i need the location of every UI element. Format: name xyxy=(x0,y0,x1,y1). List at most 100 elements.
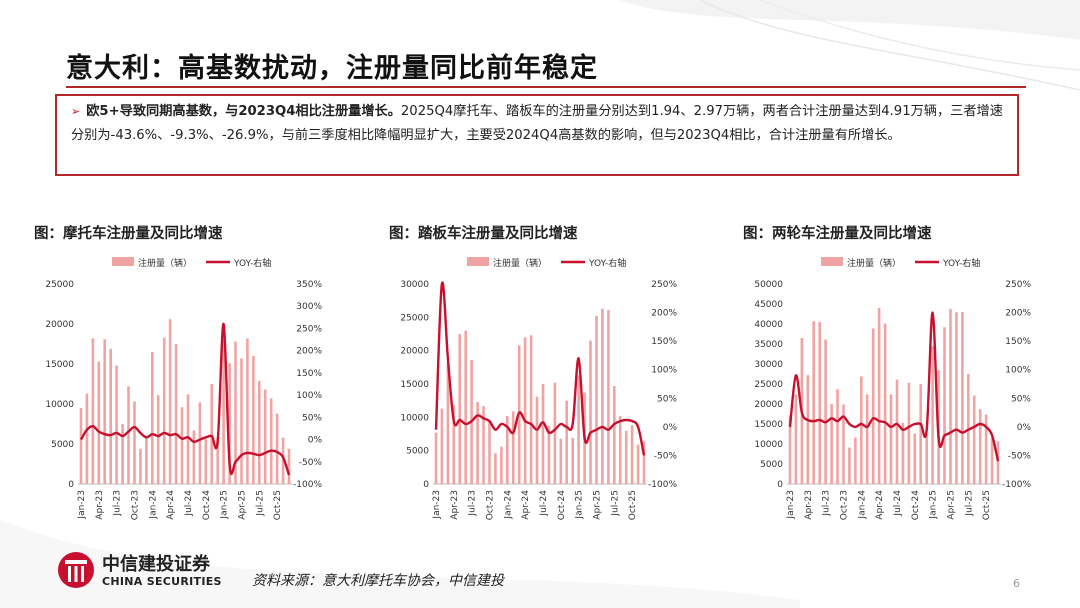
y-left-tick-label: 15000 xyxy=(45,360,74,370)
summary-box: ➢ 欧5+导致同期高基数，与2023Q4相比注册量增长。2025Q4摩托车、踏板车… xyxy=(55,94,1019,176)
x-tick-label: Jul-25 xyxy=(964,490,974,517)
y-right-tick-label: 250% xyxy=(296,324,322,334)
bar xyxy=(913,433,917,484)
chart-two-wheeler: 图：两轮车注册量及同比增速 注册量（辆） YOY-右轴 0 5000 10000 1500… xyxy=(743,222,1073,522)
y-right-tick-label: -100% xyxy=(1002,480,1031,490)
x-tick-label: Apr-24 xyxy=(875,490,885,520)
bar xyxy=(571,438,574,484)
y-left-tick-label: 25000 xyxy=(45,280,74,290)
bar xyxy=(228,363,231,484)
x-tick-label: Jan-24 xyxy=(503,490,513,520)
bar xyxy=(601,308,604,484)
y-right-tick-label: -100% xyxy=(648,480,677,490)
y-right-tick-label: 200% xyxy=(651,309,677,319)
y-right-tick-label: 250% xyxy=(651,280,677,290)
bar xyxy=(595,316,598,484)
chart-motorcycle: 图：摩托车注册量及同比增速 注册量（辆） YOY-右轴 0 5000 10000 1500… xyxy=(34,222,364,522)
bar xyxy=(168,319,172,484)
x-tick-label: Jan-25 xyxy=(220,490,230,520)
bar xyxy=(115,365,118,484)
x-tick-label: Oct-23 xyxy=(131,490,141,520)
y-right-tick-label: -50% xyxy=(1008,451,1032,461)
bar xyxy=(97,361,101,484)
bar xyxy=(883,323,887,484)
y-left-tick-label: 0 xyxy=(777,480,783,490)
bar xyxy=(127,386,130,484)
chart-title: 图：踏板车注册量及同比增速 xyxy=(389,226,578,242)
bar xyxy=(287,448,291,484)
x-tick-label: Jul-25 xyxy=(610,490,620,517)
bar xyxy=(618,416,622,484)
bar xyxy=(860,376,863,484)
bar xyxy=(871,328,875,484)
y-left-tick-label: 25000 xyxy=(400,313,429,323)
x-tick-label: Oct-24 xyxy=(557,490,567,521)
bar xyxy=(464,330,467,484)
bar xyxy=(234,341,237,484)
bar xyxy=(541,384,545,484)
bar xyxy=(812,321,815,484)
title-underline xyxy=(66,86,1026,88)
y-left-tick-label: 30000 xyxy=(400,280,429,290)
bar xyxy=(877,308,881,484)
y-left-tick-label: 50000 xyxy=(754,280,783,290)
bar xyxy=(794,394,798,484)
y-right-tick-label: -50% xyxy=(654,451,678,461)
page-title: 意大利：高基数扰动，注册量同比前年稳定 xyxy=(66,53,598,84)
bar xyxy=(222,339,225,484)
chart-svg: 注册量（辆） YOY-右轴 0 5000 10000 15000 20000 25000 300… xyxy=(754,257,1032,520)
bar xyxy=(565,400,568,484)
bar xyxy=(275,413,279,484)
bar xyxy=(281,437,285,484)
bar xyxy=(174,344,178,484)
legend-line-label: YOY-右轴 xyxy=(942,257,980,269)
bar xyxy=(978,409,982,484)
y-right-tick-label: -50% xyxy=(299,458,323,468)
bar xyxy=(476,402,479,484)
bar xyxy=(931,346,934,484)
summary-body: 2025Q4摩托车、踏板车的注册量分别达到1.94、2.97万辆，两者合计注册量… xyxy=(71,104,1003,143)
bar xyxy=(198,402,202,484)
bar xyxy=(151,352,154,484)
bar xyxy=(91,338,95,484)
bar xyxy=(925,433,928,484)
legend-bar-swatch xyxy=(467,257,489,266)
y-left-tick-label: 20000 xyxy=(754,400,783,410)
bar xyxy=(624,430,628,484)
y-right-tick-label: 0% xyxy=(663,423,678,433)
bar xyxy=(85,393,89,484)
bar xyxy=(553,382,557,484)
y-right-tick-label: 50% xyxy=(657,394,677,404)
x-tick-label: Oct-23 xyxy=(840,490,850,520)
x-tick-label: Apr-23 xyxy=(95,490,105,520)
x-tick-label: Jan-23 xyxy=(77,490,87,520)
bar xyxy=(901,422,905,484)
bar xyxy=(109,348,112,484)
bar xyxy=(854,437,857,484)
logo-text-cn: 中信建投证券 xyxy=(102,554,210,575)
x-tick-label: Oct-25 xyxy=(628,490,638,520)
x-tick-label: Apr-23 xyxy=(450,490,460,520)
bar xyxy=(830,404,833,484)
bar xyxy=(162,337,166,484)
y-right-tick-label: -100% xyxy=(293,480,322,490)
y-left-tick-label: 20000 xyxy=(45,320,74,330)
y-right-tick-label: 200% xyxy=(296,347,322,357)
y-right-tick-label: 150% xyxy=(1005,337,1031,347)
y-right-tick-label: 0% xyxy=(1017,423,1032,433)
bar xyxy=(818,322,821,484)
x-tick-label: Oct-23 xyxy=(486,490,496,520)
bar xyxy=(788,415,792,484)
x-tick-label: Jan-24 xyxy=(857,490,867,520)
x-tick-label: Jan-23 xyxy=(786,490,796,520)
bar xyxy=(630,425,634,484)
x-tick-label: Apr-25 xyxy=(947,490,957,520)
bar xyxy=(139,448,142,484)
bar xyxy=(133,401,136,484)
y-right-tick-label: 100% xyxy=(1005,366,1031,376)
y-left-tick-label: 45000 xyxy=(754,300,783,310)
y-left-tick-label: 40000 xyxy=(754,320,783,330)
x-tick-label: Jan-23 xyxy=(432,490,442,520)
bar xyxy=(984,414,988,484)
bar xyxy=(156,395,160,484)
